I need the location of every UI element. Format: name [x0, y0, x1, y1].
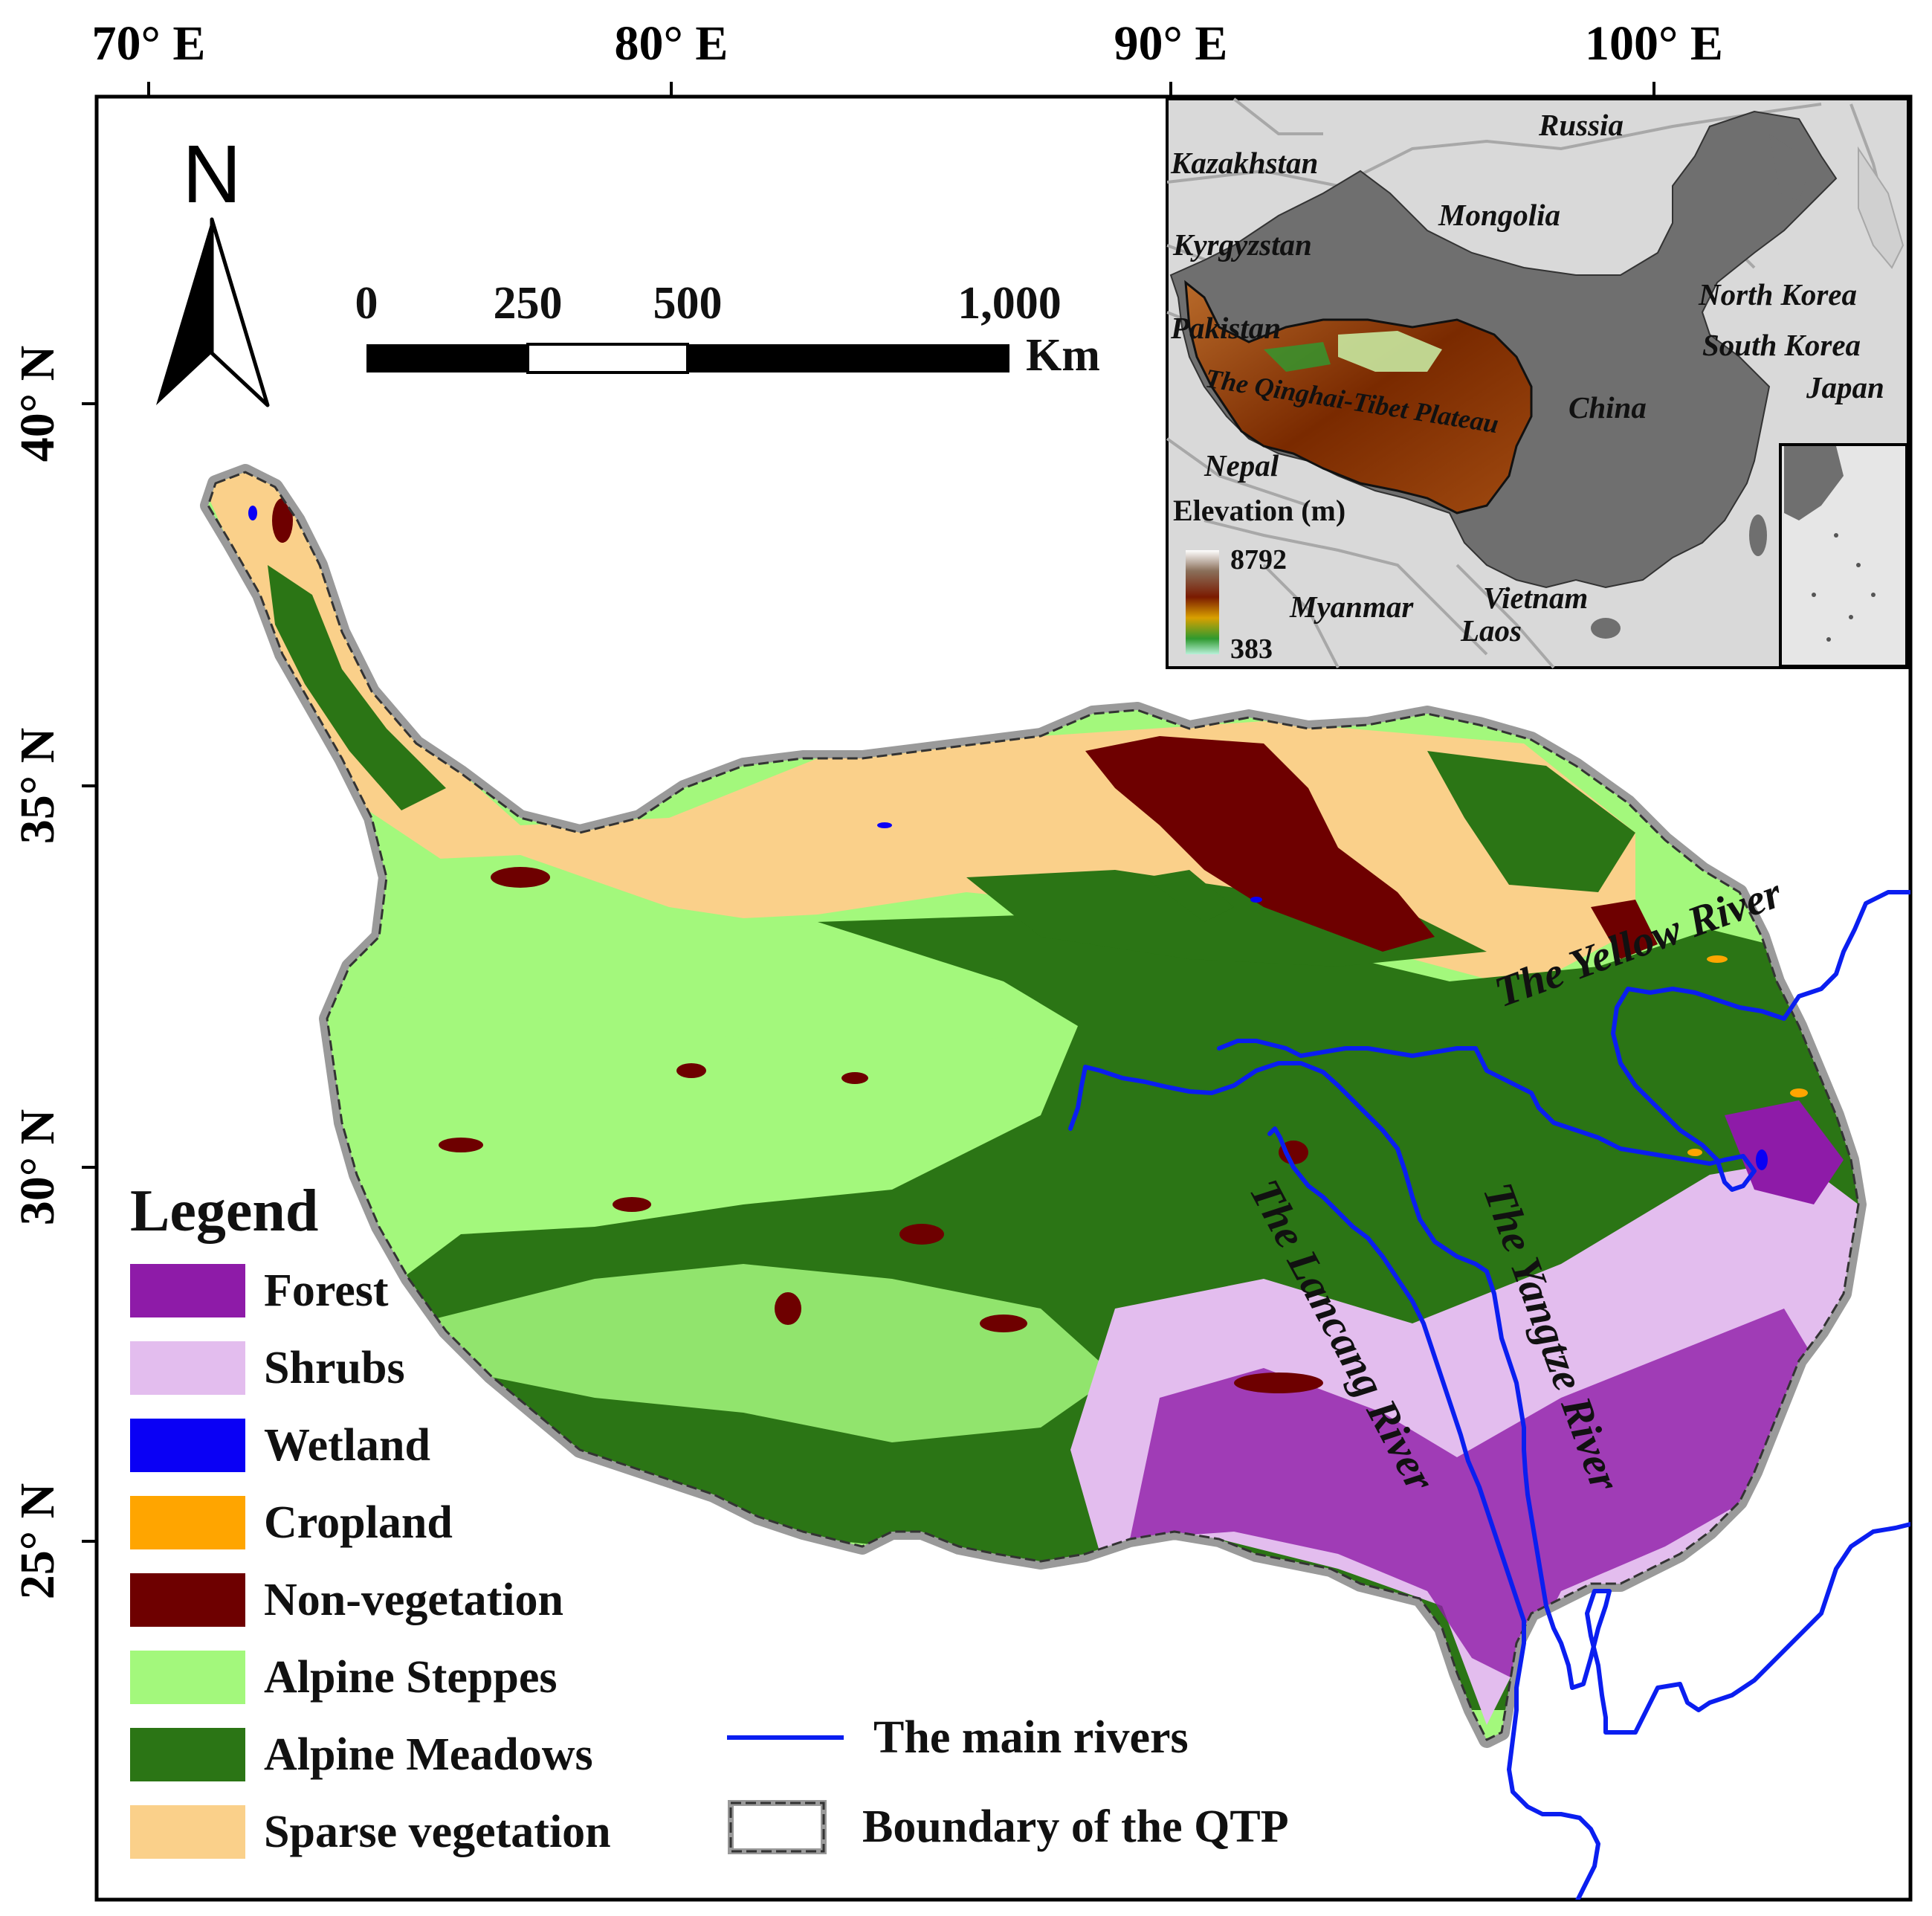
scale-tick-250: 250: [494, 278, 563, 329]
scale-tick-0: 0: [355, 278, 378, 329]
north-label: N: [182, 129, 241, 220]
legend-label-wetland: Wetland: [264, 1420, 430, 1471]
legend-label-non-vegetation: Non-vegetation: [264, 1575, 563, 1625]
label-vietnam: Vietnam: [1483, 581, 1588, 615]
scale-tick-500: 500: [653, 278, 723, 329]
legend-label-alpine-steppes: Alpine Steppes: [264, 1652, 557, 1703]
y-tick-30n: 30° N: [10, 1109, 65, 1226]
y-tick-35n: 35° N: [10, 728, 65, 845]
label-kyrgyzstan: Kyrgyzstan: [1172, 228, 1312, 262]
legend-label-shrubs: Shrubs: [264, 1343, 405, 1393]
scale-bar: 0 250 500 1,000 Km: [355, 278, 1100, 381]
scale-segment-1: [366, 344, 528, 372]
qtp-boundary-line: [207, 471, 1860, 1741]
legend-swatch-forest: [130, 1264, 245, 1317]
scale-segment-3: [688, 344, 1009, 372]
label-pakistan: Pakistan: [1170, 311, 1281, 345]
legend-label-sparse-vegetation: Sparse vegetation: [264, 1807, 611, 1857]
legend-swatch-shrubs: [130, 1341, 245, 1395]
north-arrow-light-half: [210, 217, 270, 407]
yellow-river: [1217, 890, 1910, 1192]
elevation-title: Elevation (m): [1173, 494, 1345, 527]
north-arrow: N: [156, 129, 270, 407]
label-mongolia: Mongolia: [1438, 198, 1560, 232]
elevation-max: 8792: [1230, 544, 1287, 575]
legend-swatch-alpine-steppes: [130, 1651, 245, 1704]
lancang-river: [1267, 1126, 1600, 1900]
label-north-korea: North Korea: [1698, 277, 1857, 312]
legend-boundary-swatch: [728, 1800, 827, 1854]
x-tick-80e: 80° E: [615, 16, 728, 71]
legend-label-cropland: Cropland: [264, 1497, 453, 1548]
elevation-ramp: [1186, 550, 1219, 654]
legend-boundary-label: Boundary of the QTP: [862, 1802, 1289, 1852]
label-myanmar: Myanmar: [1289, 590, 1414, 624]
scale-tick-1000: 1,000: [957, 278, 1062, 329]
legend-swatch-wetland: [130, 1419, 245, 1472]
elevation-min: 383: [1230, 633, 1273, 665]
north-arrow-dark-half: [156, 219, 212, 405]
legend-swatch-sparse-vegetation: [130, 1805, 245, 1859]
legend-label-alpine-meadows: Alpine Meadows: [264, 1729, 593, 1780]
graticule-ticks: [82, 82, 1655, 1543]
label-russia: Russia: [1538, 108, 1624, 142]
legend: Legend Forest Shrubs Wetland Cropland Non-ve…: [130, 1178, 1289, 1859]
x-tick-100e: 100° E: [1585, 16, 1723, 71]
label-china: China: [1568, 390, 1647, 425]
label-nepal: Nepal: [1204, 448, 1279, 483]
scale-unit: Km: [1026, 330, 1100, 381]
legend-boundary-swatch-line: [729, 1802, 825, 1853]
yangtze-river: [1068, 1061, 1910, 1735]
inset-qtp: [1184, 280, 1533, 515]
legend-label-forest: Forest: [264, 1265, 389, 1316]
label-south-korea: South Korea: [1702, 328, 1861, 362]
inset-map: Russia Kazakhstan Mongolia Kyrgyzstan No…: [1166, 97, 1910, 669]
label-japan: Japan: [1806, 370, 1884, 404]
legend-swatch-alpine-meadows: [130, 1728, 245, 1781]
y-tick-25n: 25° N: [10, 1483, 65, 1600]
label-kazakhstan: Kazakhstan: [1170, 146, 1318, 180]
legend-river-label: The main rivers: [873, 1712, 1189, 1763]
label-laos: Laos: [1460, 613, 1522, 648]
legend-title: Legend: [130, 1178, 318, 1244]
x-tick-70e: 70° E: [92, 16, 206, 71]
y-tick-40n: 40° N: [10, 346, 65, 462]
main-rivers: [1068, 890, 1910, 1900]
scale-segment-2: [526, 343, 689, 374]
x-tick-90e: 90° E: [1114, 16, 1228, 71]
legend-swatch-cropland: [130, 1496, 245, 1549]
legend-swatch-non-vegetation: [130, 1573, 245, 1627]
